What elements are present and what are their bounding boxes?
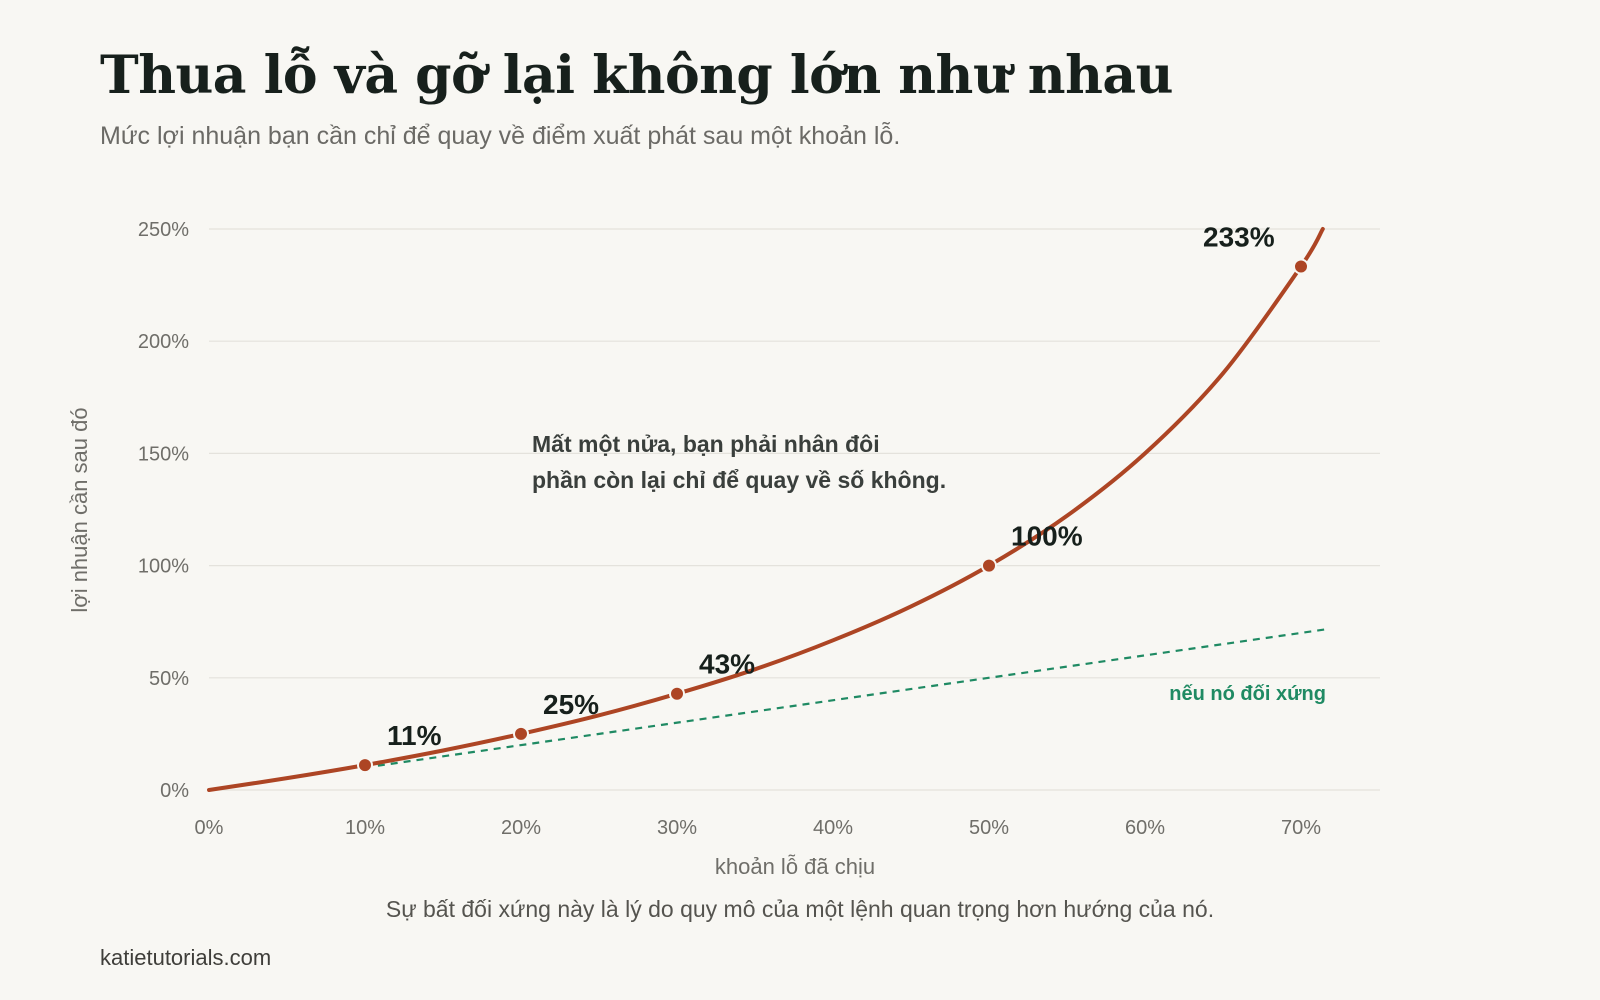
symmetric-reference-layer — [364, 627, 1330, 769]
y-tick-label: 100% — [138, 556, 189, 578]
chart-caption: Sự bất đối xứng này là lý do quy mô của … — [385, 896, 1215, 922]
x-axis-label: khoản lỗ đã chịu — [715, 854, 875, 879]
chart-subtitle: Mức lợi nhuận bạn cần chỉ để quay về điể… — [100, 122, 901, 150]
y-axis-label: lợi nhuận cần sau đó — [67, 407, 92, 612]
x-tick-label: 50% — [969, 817, 1009, 839]
point-value-label: 233% — [1203, 221, 1275, 252]
y-tick-label: 50% — [149, 668, 189, 690]
highlight-point — [1293, 258, 1309, 275]
y-tick-label: 0% — [160, 780, 189, 802]
y-tick-label: 200% — [138, 331, 189, 353]
symmetric-reference-line — [364, 627, 1330, 769]
highlighted-points — [357, 258, 1309, 774]
point-value-label: 25% — [543, 689, 599, 720]
annotation-line-2: phần còn lại chỉ để quay về số không. — [532, 467, 946, 493]
x-tick-label: 30% — [657, 817, 697, 839]
point-value-label: 11% — [387, 720, 442, 751]
x-tick-label: 10% — [345, 817, 385, 839]
annotation-line-1: Mất một nửa, bạn phải nhân đôi — [532, 431, 880, 457]
y-axis-ticks: 0% 50% 100% 150% 200% 250% — [138, 219, 189, 802]
x-tick-label: 60% — [1125, 817, 1165, 839]
required-gain-curve — [207, 227, 1325, 792]
x-tick-label: 70% — [1281, 817, 1321, 839]
curve-layer — [207, 227, 1325, 792]
chart-title: Thua lỗ và gỡ lại không lớn như nhau — [100, 45, 1173, 106]
gridlines — [209, 228, 1380, 791]
reference-line-label: nếu nó đối xứng — [1169, 683, 1326, 705]
source-credit: katietutorials.com — [100, 945, 272, 970]
x-axis-ticks: 0% 10% 20% 30% 40% 50% 60% 70% — [195, 817, 1322, 839]
highlight-point — [357, 757, 373, 774]
x-tick-label: 20% — [501, 817, 541, 839]
point-value-label: 100% — [1011, 521, 1083, 552]
highlight-point — [981, 557, 997, 574]
point-labels: 11% 25% 43% 100% 233% — [387, 221, 1275, 751]
highlight-point — [669, 685, 685, 702]
point-value-label: 43% — [699, 649, 755, 680]
highlight-point — [513, 725, 529, 742]
y-tick-label: 150% — [138, 443, 189, 465]
x-tick-label: 0% — [195, 817, 224, 839]
y-tick-label: 250% — [138, 219, 189, 241]
x-tick-label: 40% — [813, 817, 853, 839]
